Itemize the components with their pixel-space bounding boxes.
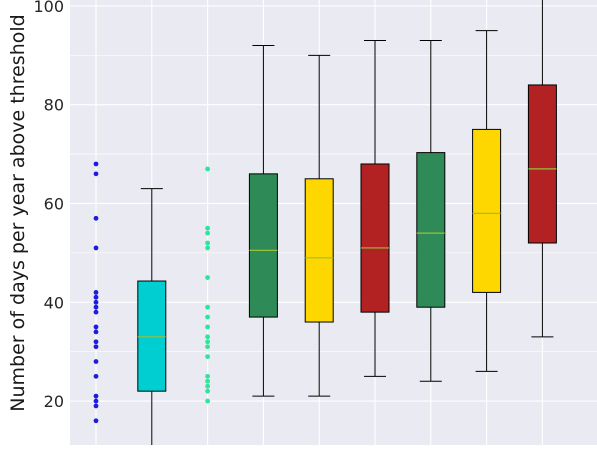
- y-tick-label: 40: [44, 293, 64, 312]
- data-point: [93, 215, 99, 221]
- box-body: [248, 173, 278, 318]
- data-point: [93, 245, 99, 251]
- data-point: [205, 378, 211, 384]
- data-point: [205, 383, 211, 389]
- box-group: [248, 44, 278, 397]
- box-body: [527, 84, 557, 244]
- box-group: [137, 188, 167, 446]
- data-point: [93, 309, 99, 315]
- data-point: [205, 304, 211, 310]
- box-body: [304, 178, 334, 323]
- y-tick-label: 80: [44, 96, 64, 115]
- box-body: [137, 280, 167, 392]
- data-point: [93, 294, 99, 300]
- box-group: [416, 39, 446, 382]
- box-body: [416, 152, 446, 308]
- data-point: [93, 339, 99, 345]
- data-point: [205, 324, 211, 330]
- point-group: [93, 161, 99, 424]
- data-point: [205, 354, 211, 359]
- box-group: [527, 0, 557, 338]
- data-point: [93, 161, 99, 167]
- box-group: [360, 39, 390, 377]
- box-body: [360, 163, 390, 313]
- data-point: [93, 304, 99, 310]
- data-point: [205, 230, 211, 236]
- data-point: [205, 225, 211, 231]
- box-group: [472, 30, 502, 372]
- data-point: [205, 314, 211, 320]
- data-point: [93, 373, 99, 379]
- y-tick-label: 60: [44, 194, 64, 213]
- data-point: [205, 388, 211, 394]
- data-point: [205, 339, 211, 345]
- box-body: [472, 128, 502, 293]
- data-point: [93, 324, 99, 330]
- data-point: [93, 403, 99, 409]
- y-axis-label: Number of days per year above threshold: [7, 14, 29, 411]
- data-point: [205, 245, 211, 251]
- box-groups: [93, 0, 557, 446]
- data-point: [93, 393, 99, 399]
- data-point: [205, 334, 211, 340]
- y-tick-labels: 20 40 60 80 100: [33, 0, 64, 411]
- data-point: [205, 373, 211, 379]
- y-tick-label: 20: [44, 392, 64, 411]
- data-point: [93, 359, 99, 364]
- data-point: [93, 344, 99, 350]
- data-point: [93, 398, 99, 404]
- data-point: [205, 166, 211, 172]
- data-point: [93, 299, 99, 305]
- data-point: [93, 171, 99, 177]
- data-point: [93, 418, 99, 424]
- data-point: [93, 329, 99, 335]
- point-group: [205, 166, 211, 404]
- data-point: [205, 398, 211, 404]
- box-group: [304, 54, 334, 397]
- data-point: [93, 289, 99, 295]
- data-point: [205, 240, 211, 246]
- y-tick-label: 100: [33, 0, 64, 16]
- data-point: [205, 275, 211, 280]
- data-point: [205, 344, 211, 350]
